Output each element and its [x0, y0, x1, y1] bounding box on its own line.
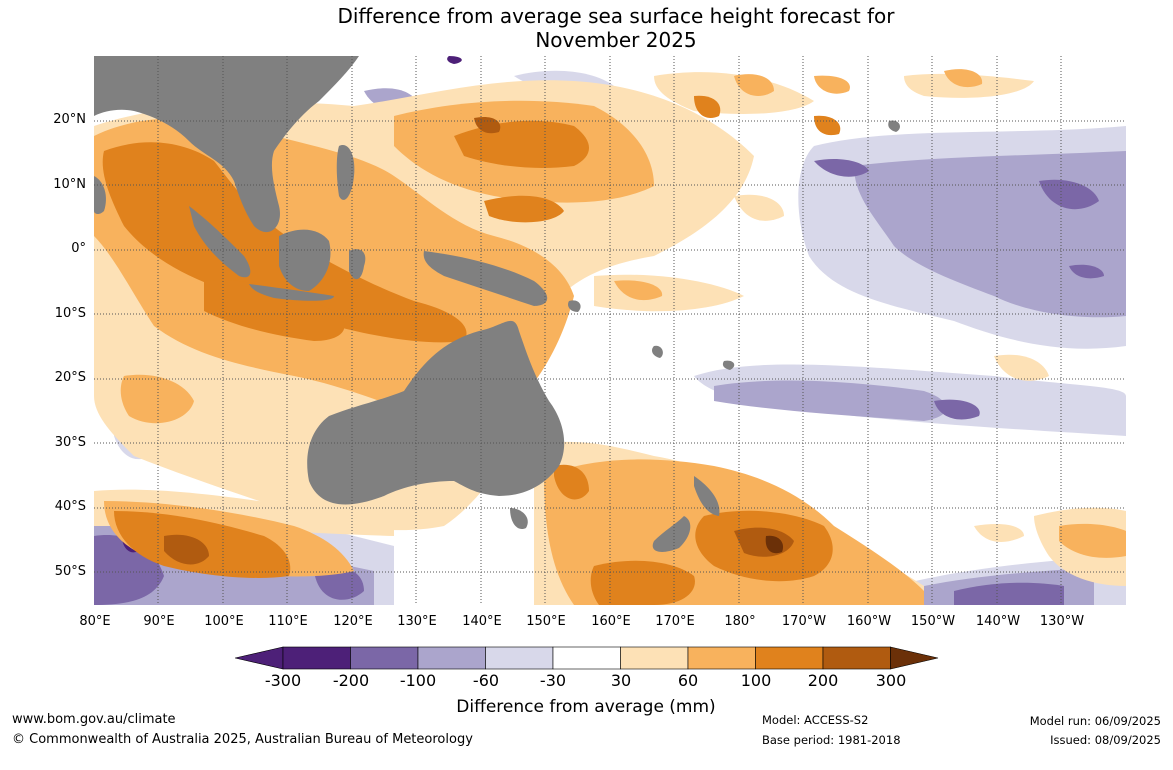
colorbar-swatch-2 [350, 646, 419, 670]
lat-label-20n: 20°N [53, 112, 86, 127]
colorbar-swatch-8 [755, 646, 824, 670]
lon-label-150w: 150°W [910, 614, 956, 629]
anomaly-map [94, 56, 1126, 605]
colorbar-swatch-9 [822, 646, 891, 670]
colorbar-arrow-high [890, 646, 939, 670]
lon-label-160e: 160°E [591, 614, 631, 629]
lon-label-160w: 160°W [846, 614, 892, 629]
colorbar-arrow-low [235, 646, 284, 670]
colorbar-swatch-7 [687, 646, 756, 670]
colorbar-tick: 200 [807, 671, 839, 690]
lon-label-140w: 140°W [975, 614, 1021, 629]
issued-date: Issued: 08/09/2025 [1050, 733, 1161, 747]
lon-label-110e: 110°E [268, 614, 308, 629]
lat-label-40s: 40°S [54, 499, 86, 514]
base-period: Base period: 1981-2018 [762, 733, 901, 747]
colorbar-swatch-4 [485, 646, 554, 670]
lat-label-50s: 50°S [54, 564, 86, 579]
lon-label-150e: 150°E [526, 614, 566, 629]
title-line-1: Difference from average sea surface heig… [337, 4, 895, 28]
lat-label-10n: 10°N [53, 177, 86, 192]
colorbar-tick: 60 [677, 671, 699, 690]
colorbar-tick: -200 [332, 671, 370, 690]
lon-label-80e: 80°E [79, 614, 111, 629]
colorbar-tick: 100 [740, 671, 772, 690]
lon-label-170e: 170°E [655, 614, 695, 629]
colorbar-tick: -30 [539, 671, 567, 690]
lat-label-20s: 20°S [54, 370, 86, 385]
chart-title: Difference from average sea surface heig… [0, 4, 1173, 52]
colorbar-tick: -300 [264, 671, 302, 690]
copyright-notice: © Commonwealth of Australia 2025, Austra… [12, 732, 473, 747]
colorbar-swatch-1 [282, 646, 351, 670]
model-run-date: Model run: 06/09/2025 [1029, 714, 1161, 728]
lon-label-140e: 140°E [462, 614, 502, 629]
lon-label-90e: 90°E [143, 614, 175, 629]
colorbar-tick: -60 [472, 671, 500, 690]
lon-label-120e: 120°E [333, 614, 373, 629]
lon-label-130e: 130°E [397, 614, 437, 629]
lon-label-180: 180° [724, 614, 756, 629]
lon-label-130w: 130°W [1039, 614, 1085, 629]
colorbar-tick: -100 [399, 671, 437, 690]
website-link[interactable]: www.bom.gov.au/climate [12, 712, 176, 727]
colorbar-swatch-3 [417, 646, 486, 670]
colorbar-swatch-5 [552, 646, 621, 670]
lat-label-30s: 30°S [54, 435, 86, 450]
colorbar-tick: 300 [875, 671, 907, 690]
lat-label-10s: 10°S [54, 306, 86, 321]
colorbar-label: Difference from average (mm) [456, 697, 716, 717]
colorbar-tick: 30 [610, 671, 632, 690]
lon-label-100e: 100°E [204, 614, 244, 629]
lat-label-0: 0° [71, 241, 86, 256]
title-line-2: November 2025 [535, 28, 697, 52]
model-name: Model: ACCESS-S2 [762, 713, 869, 727]
colorbar-swatch-6 [620, 646, 689, 670]
lon-label-170w: 170°W [781, 614, 827, 629]
colorbar [235, 646, 939, 670]
